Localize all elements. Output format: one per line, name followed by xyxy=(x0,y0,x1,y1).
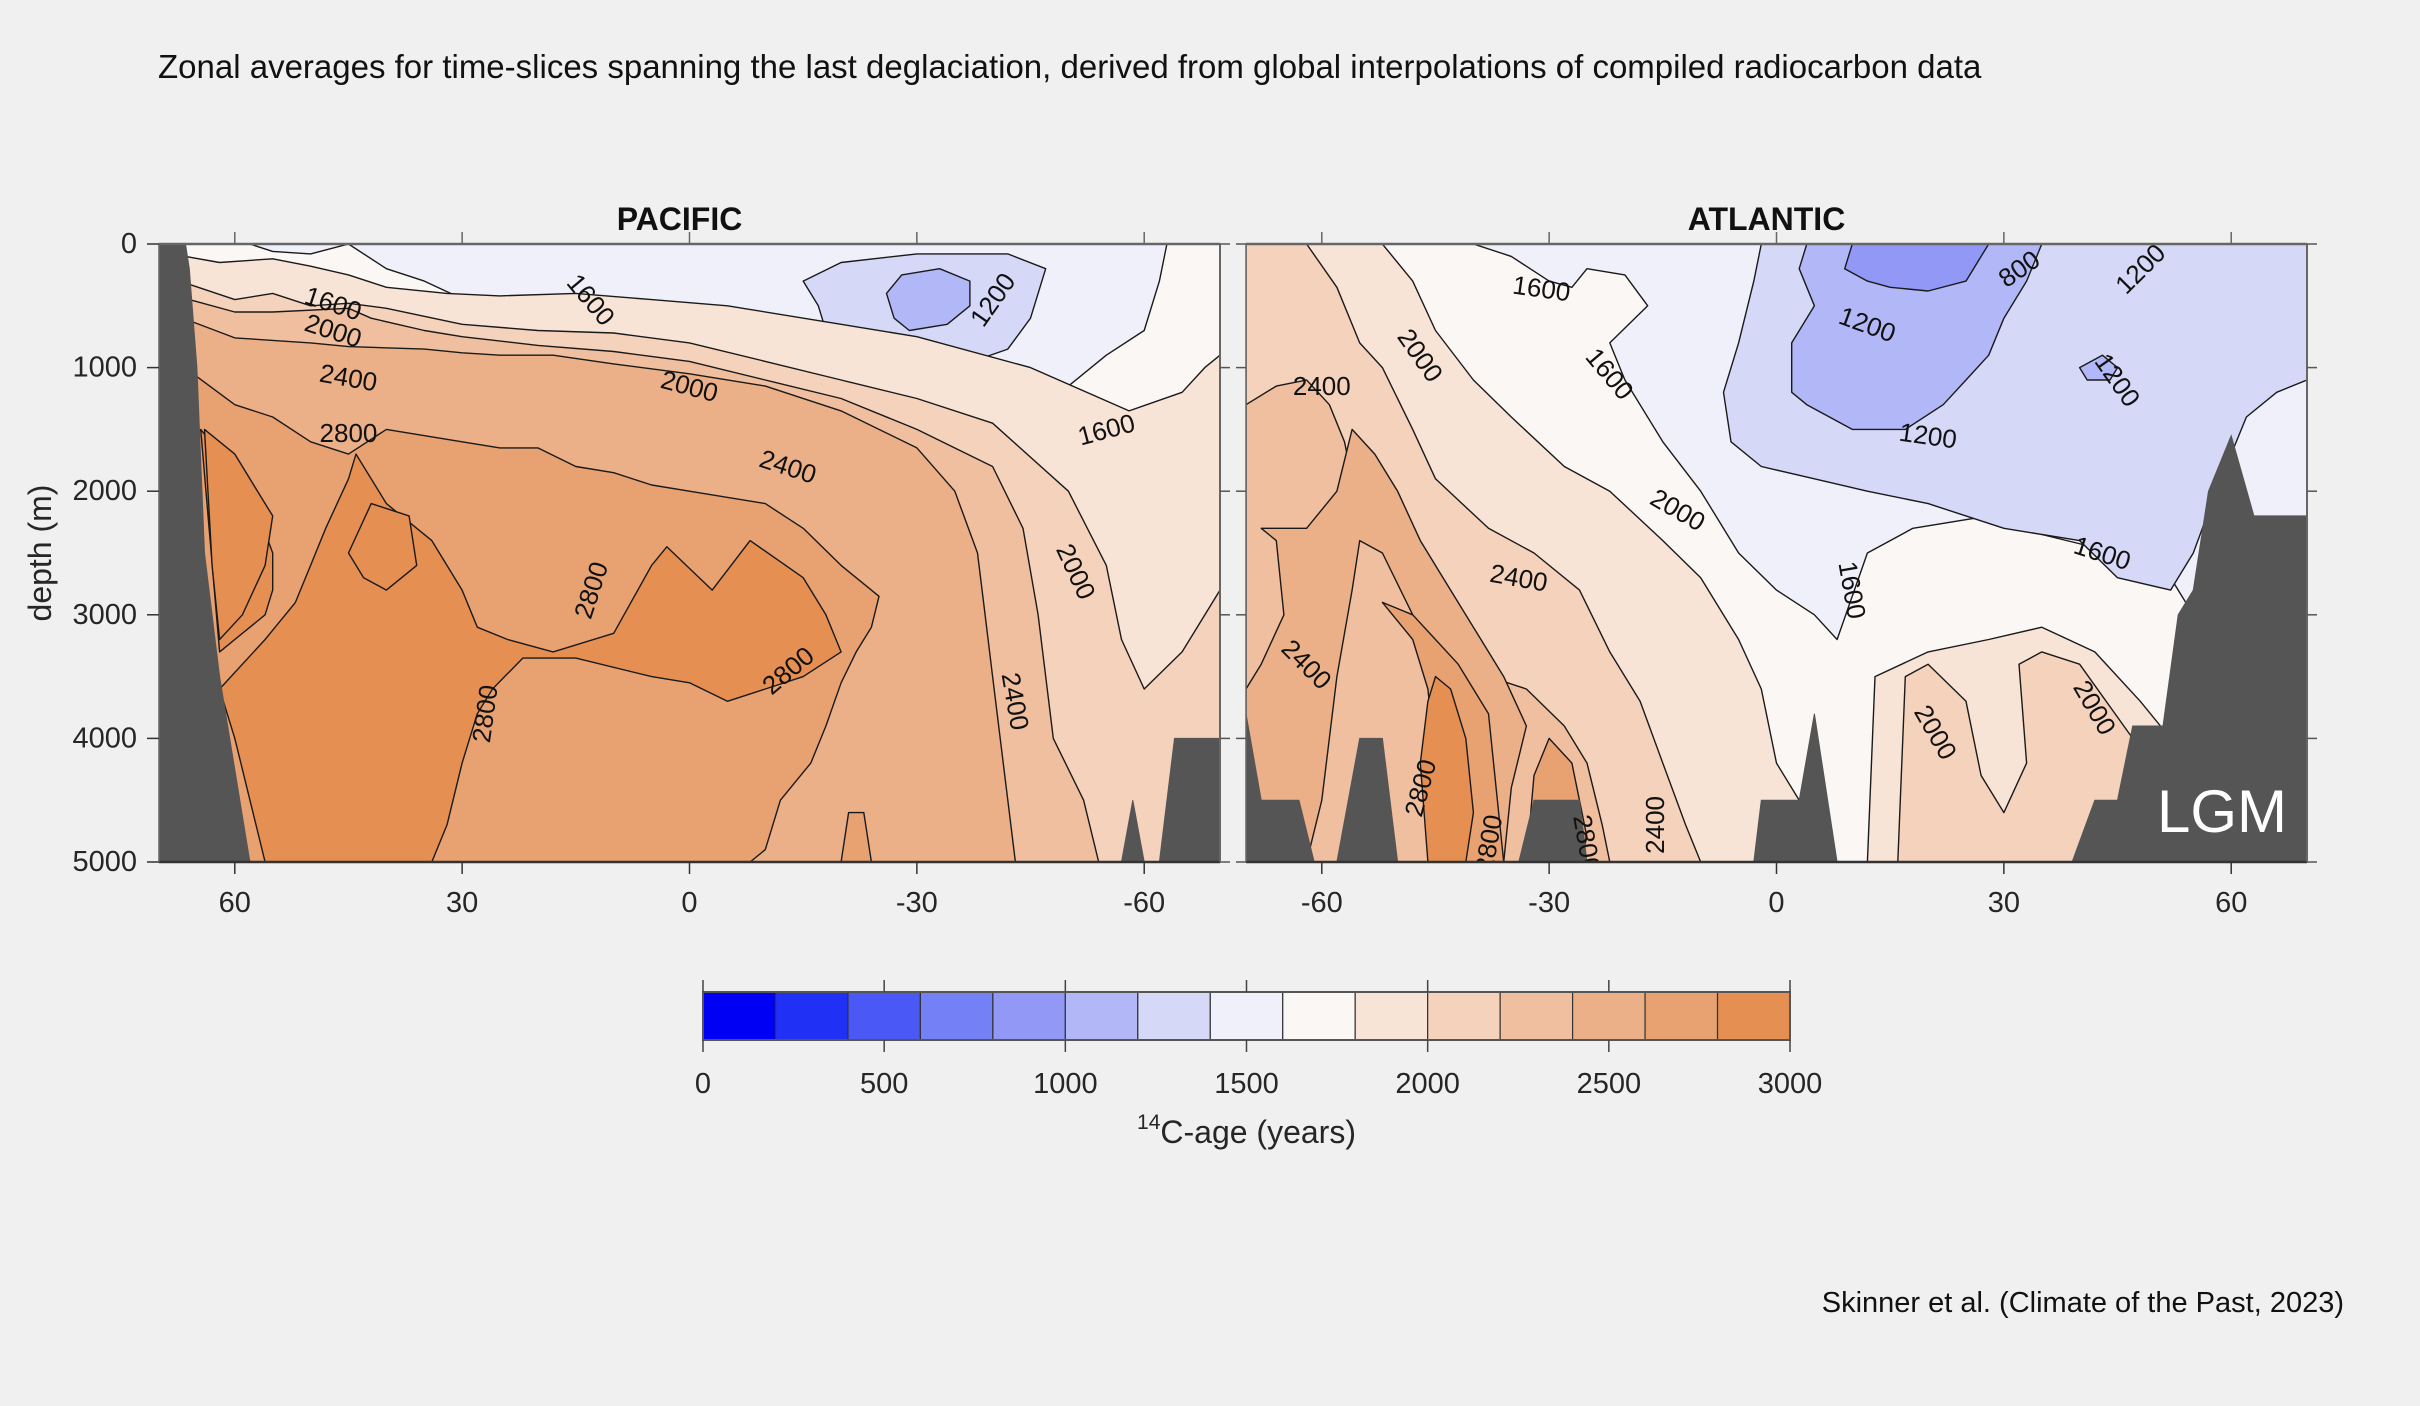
x-tick-label: -60 xyxy=(1123,887,1165,919)
colorbar: 0 500 1000 1500 2000 2500 3000 14C-age (years) xyxy=(695,980,1822,1150)
colorbar-bin xyxy=(919,991,994,1041)
colorbar-tick-label: 2000 xyxy=(1395,1068,1460,1100)
colorbar-bin xyxy=(1282,991,1356,1041)
colorbar-bin xyxy=(1354,991,1429,1041)
time-slice-label: LGM xyxy=(2157,778,2287,845)
figure-title: Zonal averages for time-slices spanning … xyxy=(158,48,1982,85)
citation: Skinner et al. (Climate of the Past, 202… xyxy=(1821,1287,2344,1319)
colorbar-bin xyxy=(1137,991,1211,1041)
colorbar-bin xyxy=(992,991,1066,1041)
seafloor-topography xyxy=(1158,737,1220,862)
colorbar-tick-label: 1000 xyxy=(1033,1068,1098,1100)
contour-region-2800 xyxy=(1419,675,1475,862)
colorbar-bin xyxy=(1644,991,1719,1041)
contour-region-3000 xyxy=(347,502,418,591)
seafloor-topography xyxy=(1246,713,1315,862)
colorbar-label: 14C-age (years) xyxy=(1137,1111,1356,1150)
contour-field: 1600200024002800160020002400120016002000… xyxy=(159,244,1220,862)
colorbar-bin xyxy=(702,991,777,1041)
colorbar-bin xyxy=(1427,991,1501,1041)
x-tick-label: -60 xyxy=(1301,887,1343,919)
x-tick-label: 60 xyxy=(219,887,251,919)
x-tick-label: 60 xyxy=(2215,887,2247,919)
colorbar-bin xyxy=(1716,991,1791,1041)
contour-label: 2400 xyxy=(1293,371,1351,401)
colorbar-bin xyxy=(1209,991,1284,1041)
pacific-panel: 1600200024002800160020002400120016002000… xyxy=(158,201,1230,919)
x-tick-label: 0 xyxy=(681,887,697,919)
colorbar-tick-label: 1500 xyxy=(1214,1068,1279,1100)
seafloor-topography xyxy=(1120,800,1145,862)
seafloor-topography xyxy=(159,244,251,862)
y-axis-label: depth (m) xyxy=(22,485,58,622)
colorbar-tick-label: 0 xyxy=(695,1068,711,1100)
colorbar-label-superscript: 14 xyxy=(1137,1111,1161,1134)
contour-region-3000 xyxy=(203,428,274,641)
x-tick-label: -30 xyxy=(896,887,938,919)
seafloor-topography xyxy=(1753,713,1838,862)
y-tick-label: 1000 xyxy=(72,352,137,384)
seafloor-topography xyxy=(1518,799,1588,862)
x-tick-label: 30 xyxy=(446,887,478,919)
contour-label: 2400 xyxy=(1640,796,1670,854)
colorbar-tick-label: 500 xyxy=(860,1068,908,1100)
contour-region-800 xyxy=(1843,244,1990,292)
y-tick-label: 2000 xyxy=(72,475,137,507)
colorbar-bin xyxy=(774,991,849,1041)
colorbar-tick-label: 3000 xyxy=(1758,1068,1823,1100)
seafloor-topography xyxy=(2071,434,2307,862)
colorbar-bin xyxy=(1064,991,1139,1041)
y-tick-label: 5000 xyxy=(72,846,137,878)
colorbar-bin xyxy=(1499,991,1574,1041)
colorbar-bin xyxy=(1571,991,1646,1041)
colorbar-label-text: C-age (years) xyxy=(1160,1114,1356,1150)
x-tick-label: 30 xyxy=(1988,887,2020,919)
y-tick-label: 3000 xyxy=(72,599,137,631)
panel-title: ATLANTIC xyxy=(1688,201,1846,237)
x-tick-label: 0 xyxy=(1768,887,1784,919)
y-tick-label: 0 xyxy=(121,228,137,260)
panel-title: PACIFIC xyxy=(617,201,743,237)
contour-label: 2800 xyxy=(320,418,378,448)
colorbar-bin xyxy=(847,991,922,1041)
colorbar-tick-label: 2500 xyxy=(1577,1068,1642,1100)
contour-region-1000 xyxy=(2078,354,2119,381)
contour-region-2600 xyxy=(840,811,873,862)
seafloor-topography xyxy=(1336,737,1399,862)
y-tick-label: 4000 xyxy=(72,722,137,754)
contour-region-1000 xyxy=(885,268,971,332)
depth-axis: 0 1000 2000 3000 4000 5000 depth (m) xyxy=(22,228,159,878)
contour-region-1400 xyxy=(249,244,350,255)
contour-region-1000 xyxy=(1790,244,2043,431)
x-tick-label: -30 xyxy=(1528,887,1570,919)
